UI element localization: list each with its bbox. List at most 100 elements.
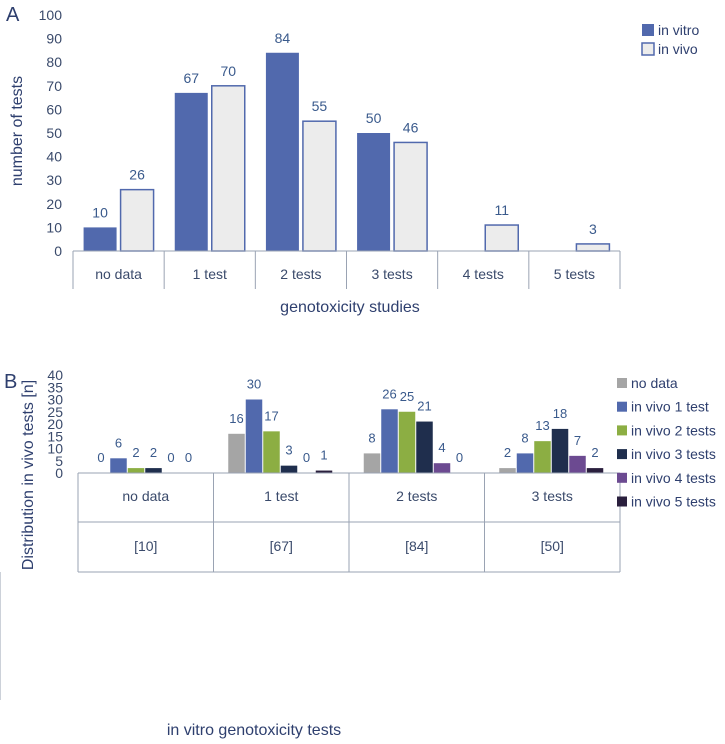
panel-a-legend-label: in vitro <box>658 22 699 38</box>
panel-b-legend-swatch <box>617 425 627 436</box>
panel-a-y-axis-title: number of tests <box>9 76 26 186</box>
panel-a-data-label: 10 <box>92 204 108 220</box>
panel-b-legend-label: in vivo 4 tests <box>631 470 716 486</box>
panel-a-x-axis-title: genotoxicity studies <box>280 299 420 316</box>
panel-a-legend-swatch <box>642 24 654 36</box>
panel-a-letter: A <box>6 4 20 26</box>
panel-a-data-label: 26 <box>129 167 145 183</box>
panel-b-x-axis-title: in vitro genotoxicity tests <box>167 722 341 739</box>
panel-b-y-tick-label: 10 <box>47 441 63 457</box>
panel-b-data-label: 30 <box>247 377 261 392</box>
panel-a-bar-in-vitro <box>265 52 299 252</box>
panel-b-category-count: [50] <box>541 538 564 554</box>
panel-b-legend-swatch <box>617 401 627 412</box>
panel-b-data-label: 7 <box>574 433 581 448</box>
panel-a-y-tick-label: 60 <box>46 101 62 117</box>
panel-b-data-label: 21 <box>417 399 431 414</box>
panel-b-bar-in-vivo-2-tests <box>534 441 551 473</box>
panel-b-bar-in-vivo-5-tests <box>315 470 333 473</box>
panel-a-y-tick-label: 100 <box>39 7 63 23</box>
panel-b-data-label: 8 <box>368 430 375 445</box>
panel-b-data-label: 0 <box>303 450 310 465</box>
panel-a-category-label: 3 tests <box>371 266 412 282</box>
panel-a-data-label: 84 <box>275 30 291 46</box>
panel-b-legend-label: in vivo 3 tests <box>631 446 716 462</box>
panel-b-data-label: 0 <box>167 450 174 465</box>
panel-a-data-label: 3 <box>589 221 597 237</box>
panel-b-letter: B <box>4 371 17 393</box>
panel-a-data-label: 67 <box>183 70 199 86</box>
panel-b-data-label: 18 <box>553 406 567 421</box>
panel-b-bar-in-vivo-1-test <box>110 458 127 473</box>
panel-a-y-tick-label: 40 <box>46 149 62 165</box>
panel-a-category-label: 4 tests <box>463 266 504 282</box>
panel-a-data-label: 11 <box>494 202 509 218</box>
panel-b-data-label: 0 <box>97 450 104 465</box>
panel-b-category-label: 2 tests <box>396 488 437 504</box>
panel-b-y-tick-label: 30 <box>47 392 63 408</box>
panel-b-bar-in-vivo-1-test <box>245 399 263 473</box>
panel-b-category-label: 3 tests <box>532 488 573 504</box>
panel-b-y-tick-label: 35 <box>47 379 63 395</box>
panel-a-data-label: 50 <box>366 110 382 126</box>
panel-a-data-label: 46 <box>403 119 419 135</box>
panel-a-y-tick-label: 50 <box>46 125 62 141</box>
panel-a-y-tick-label: 20 <box>46 196 62 212</box>
panel-a-bar-in-vivo <box>484 224 519 252</box>
panel-b-y-tick-label: 15 <box>47 428 63 444</box>
panel-b-bar-in-vivo-4-tests <box>433 463 451 473</box>
panel-a-y-tick-label: 0 <box>54 243 62 259</box>
panel-a-y-tick-label: 30 <box>46 172 62 188</box>
panel-b-bar-no-data <box>499 468 516 473</box>
panel-a-category-label: 2 tests <box>280 266 321 282</box>
panel-b-y-axis-title: Distribution in vivo tests [n] <box>20 380 37 570</box>
panel-a-category-label: 1 test <box>193 266 227 282</box>
panel-b-legend-swatch <box>617 472 627 483</box>
panel-b-legend-label: in vivo 1 test <box>631 399 709 415</box>
panel-a-bar-in-vitro <box>83 227 117 251</box>
panel-a-legend-swatch <box>641 42 655 56</box>
panel-b-bar-no-data <box>363 453 381 473</box>
panel-b-bar-in-vivo-3-tests <box>416 421 433 473</box>
panel-a-bar-in-vivo <box>302 120 337 252</box>
panel-b-legend-swatch <box>617 378 627 388</box>
panel-b-bar-in-vivo-2-tests <box>398 411 416 473</box>
panel-b-bar-in-vivo-3-tests <box>280 465 298 473</box>
panel-b-data-label: 2 <box>504 445 511 460</box>
panel-b-bar-in-vivo-3-tests <box>145 468 162 473</box>
panel-a-bar-in-vivo <box>575 243 611 252</box>
panel-b-data-label: 0 <box>456 450 463 465</box>
panel-b-category-count: [84] <box>405 538 428 554</box>
panel-b-y-tick-label: 5 <box>55 453 63 469</box>
panel-b-data-label: 17 <box>264 408 278 423</box>
panel-a-data-label: 70 <box>220 63 236 79</box>
panel-b-y-tick-label: 20 <box>47 416 63 432</box>
panel-a-category-label: 5 tests <box>554 266 595 282</box>
panel-a-bar-in-vivo <box>211 85 246 252</box>
panel-a-bar-in-vivo <box>119 188 155 252</box>
panel-b-bar-in-vivo-1-test <box>516 453 534 473</box>
panel-a-data-label: 55 <box>312 98 328 114</box>
panel-a-y-tick-label: 70 <box>46 78 62 94</box>
panel-b-y-tick-label: 0 <box>55 465 63 481</box>
panel-b-legend-label: in vivo 2 tests <box>631 422 716 438</box>
panel-b-data-label: 3 <box>285 443 292 458</box>
panel-b-bar-in-vivo-3-tests <box>551 428 569 473</box>
panel-b-data-label: 0 <box>185 450 192 465</box>
panel-b-category-label: 1 test <box>264 488 298 504</box>
panel-b-data-label: 2 <box>591 445 598 460</box>
panel-a-bar-in-vivo <box>393 141 428 252</box>
panel-b-data-label: 6 <box>115 435 122 450</box>
panel-a-y-tick-label: 80 <box>46 54 62 70</box>
panel-b-y-tick-label: 25 <box>47 404 63 420</box>
panel-b-bar-in-vivo-5-tests <box>586 468 604 473</box>
panel-a-category-label: no data <box>95 266 142 282</box>
panel-b-chart: B Distribution in vivo tests [n] in vitr… <box>0 367 716 739</box>
panel-a-chart: A number of tests genotoxicity studies 0… <box>6 4 699 316</box>
panel-b-legend-swatch <box>617 449 627 460</box>
panel-b-data-label: 8 <box>521 430 528 445</box>
panel-b-bar-in-vivo-4-tests <box>569 455 586 473</box>
panel-b-category-label: no data <box>122 488 169 504</box>
panel-b-data-label: 4 <box>438 440 445 455</box>
panel-b-data-label: 2 <box>150 445 157 460</box>
